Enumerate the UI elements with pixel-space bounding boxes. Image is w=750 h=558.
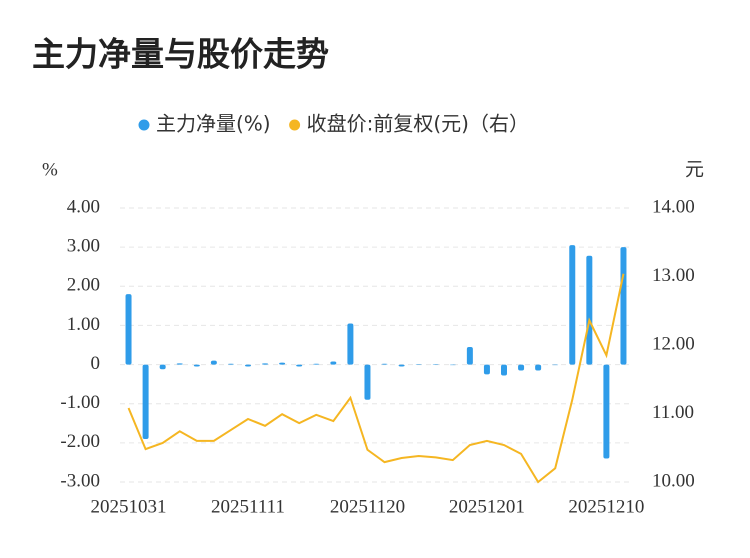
x-tick-label: 20251210	[568, 496, 644, 517]
bar	[586, 255, 593, 365]
bar	[620, 247, 627, 365]
bar	[381, 363, 388, 365]
bar	[159, 364, 166, 370]
bar	[330, 361, 337, 365]
bar	[279, 362, 286, 365]
y2-tick-label: 11.00	[652, 402, 694, 423]
bar	[432, 364, 439, 365]
x-tick-label: 20251111	[211, 496, 285, 517]
bar	[245, 364, 251, 367]
x-tick-label: 20251201	[449, 496, 525, 517]
y-tick-label: 2.00	[67, 275, 100, 296]
legend-label: 主力净量(%)	[156, 112, 271, 136]
y2-tick-label: 10.00	[652, 470, 695, 491]
bar	[603, 364, 610, 459]
bar	[364, 364, 371, 400]
legend-marker	[138, 119, 150, 131]
y-tick-label: 0	[91, 353, 101, 374]
y2-tick-label: 14.00	[652, 196, 695, 217]
y-tick-label: 4.00	[67, 196, 100, 217]
bar	[466, 346, 473, 365]
bar	[501, 364, 507, 376]
y-axis-label: %	[42, 159, 58, 180]
bar	[125, 294, 132, 365]
y-tick-label: -2.00	[60, 431, 100, 452]
bar	[483, 364, 490, 375]
bar	[296, 364, 303, 367]
bar	[398, 364, 405, 367]
bar	[535, 364, 542, 371]
y2-tick-label: 12.00	[652, 333, 695, 354]
y2-axis-label: 元	[685, 159, 704, 180]
chart-title: 主力净量与股价走势	[32, 35, 329, 74]
y2-tick-label: 13.00	[652, 265, 695, 286]
bar	[518, 364, 525, 371]
legend-marker	[289, 119, 301, 131]
y-tick-label: -1.00	[60, 392, 100, 413]
price-line	[127, 273, 625, 484]
bar	[313, 363, 320, 365]
bar	[415, 364, 422, 365]
y-tick-label: -3.00	[60, 470, 100, 491]
bar	[142, 364, 149, 439]
bar	[347, 323, 354, 365]
bar	[552, 364, 559, 366]
bar	[210, 360, 217, 365]
y-tick-label: 1.00	[67, 314, 100, 335]
bar	[449, 364, 456, 366]
bar	[176, 363, 183, 365]
x-tick-label: 20251031	[91, 496, 167, 517]
legend-label: 收盘价:前复权(元)（右）	[307, 112, 529, 136]
bar	[227, 363, 234, 365]
y-tick-label: 3.00	[67, 236, 100, 257]
bar	[569, 245, 576, 365]
x-tick-label: 20251120	[330, 496, 405, 517]
bar	[193, 364, 200, 367]
bar	[262, 363, 269, 365]
